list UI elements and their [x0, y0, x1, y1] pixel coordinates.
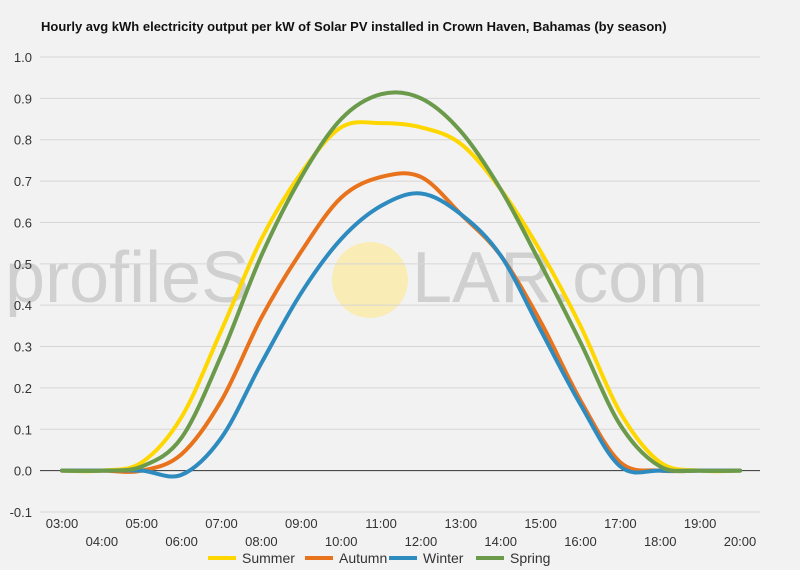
x-tick-label: 10:00 [325, 534, 358, 549]
x-tick-label: 09:00 [285, 516, 318, 531]
x-tick-label: 04:00 [86, 534, 119, 549]
x-tick-label: 19:00 [684, 516, 717, 531]
y-tick-label: 0.9 [14, 91, 32, 106]
y-tick-label: 0.6 [14, 215, 32, 230]
x-tick-label: 20:00 [724, 534, 757, 549]
series-line-spring [60, 90, 742, 474]
x-tick-label: 05:00 [125, 516, 158, 531]
legend-label-winter: Winter [423, 550, 464, 566]
x-tick-label: 03:00 [46, 516, 79, 531]
watermark: profileS [5, 238, 249, 318]
x-tick-label: 07:00 [205, 516, 238, 531]
y-tick-label: 0.4 [14, 298, 32, 313]
series-line-winter [60, 191, 742, 479]
y-tick-label: 0.5 [14, 257, 32, 272]
y-tick-label: 0.0 [14, 464, 32, 479]
x-tick-label: 08:00 [245, 534, 278, 549]
x-tick-label: 06:00 [165, 534, 198, 549]
series-line-summer [60, 120, 742, 474]
x-tick-label: 11:00 [365, 516, 397, 531]
x-tick-label: 12:00 [405, 534, 438, 549]
y-tick-label: -0.1 [10, 505, 32, 520]
x-tick-label: 15:00 [524, 516, 557, 531]
legend-label-summer: Summer [242, 550, 295, 566]
watermark-sun-icon [332, 242, 408, 318]
y-tick-label: 1.0 [14, 50, 32, 65]
y-tick-label: 0.1 [14, 422, 32, 437]
y-tick-label: 0.7 [14, 174, 32, 189]
y-tick-label: 0.2 [14, 381, 32, 396]
x-tick-label: 16:00 [564, 534, 597, 549]
x-tick-label: 14:00 [484, 534, 517, 549]
y-tick-label: 0.3 [14, 340, 32, 355]
series-line-autumn [60, 171, 742, 474]
x-tick-label: 18:00 [644, 534, 677, 549]
x-tick-label: 13:00 [445, 516, 478, 531]
legend-label-spring: Spring [510, 550, 550, 566]
legend-label-autumn: Autumn [339, 550, 387, 566]
y-tick-label: 0.8 [14, 133, 32, 148]
x-tick-label: 17:00 [604, 516, 637, 531]
chart-title: Hourly avg kWh electricity output per kW… [41, 19, 667, 34]
